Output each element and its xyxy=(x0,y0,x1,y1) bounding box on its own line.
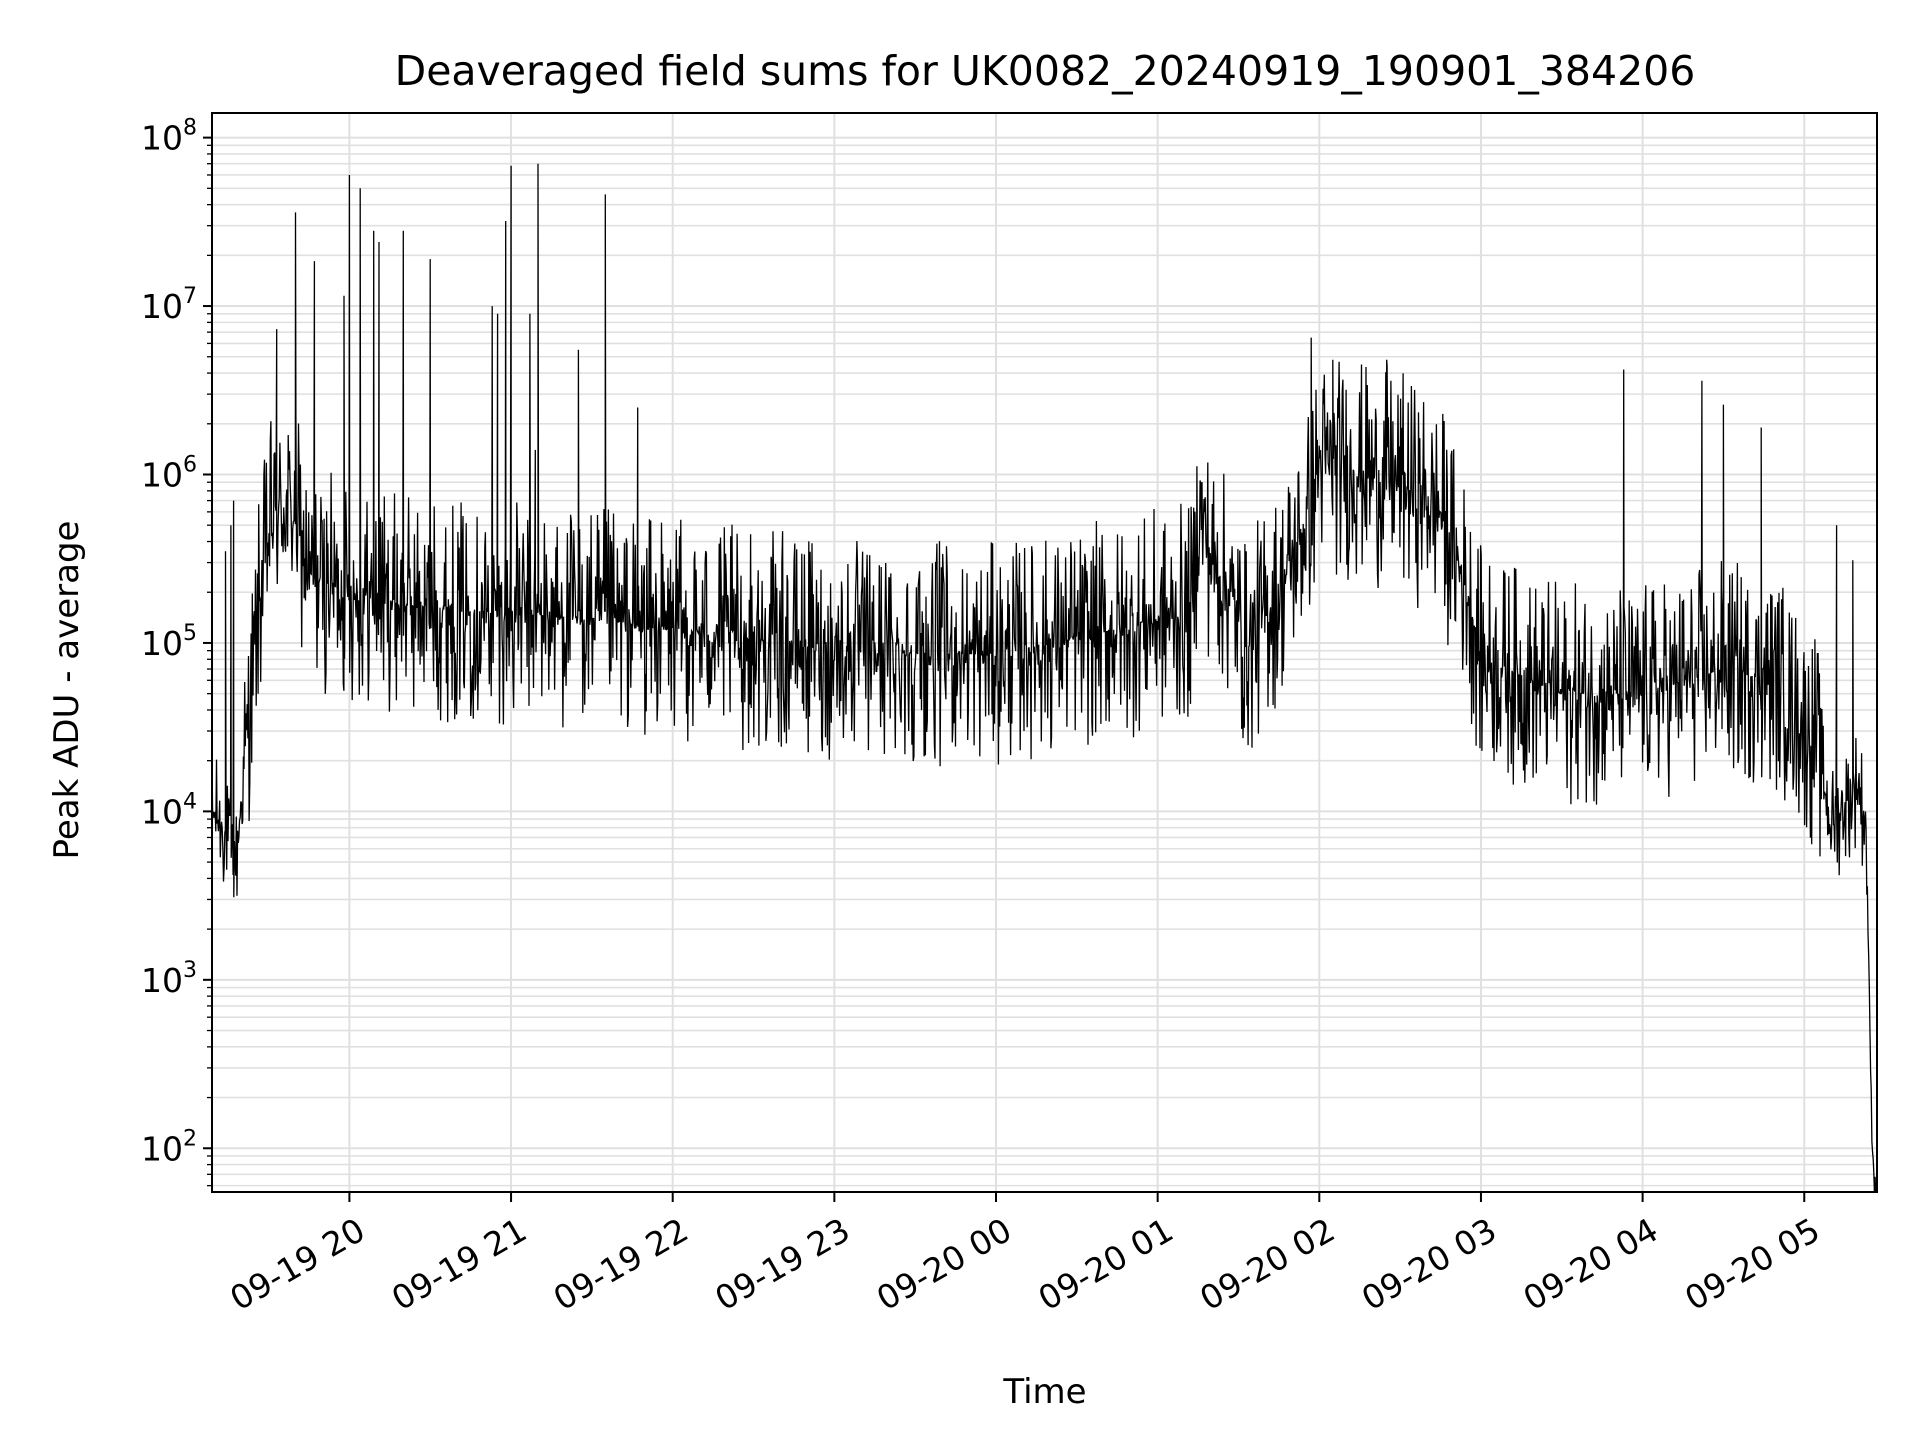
y-tick-label-exponent: 7 xyxy=(183,284,197,309)
y-axis-label: Peak ADU - average xyxy=(47,521,87,860)
plot-frame xyxy=(211,112,1878,1193)
y-tick-label-exponent: 6 xyxy=(183,452,197,477)
y-tick-label-exponent: 2 xyxy=(183,1126,197,1151)
y-tick-label-exponent: 3 xyxy=(183,958,197,983)
y-tick-label: 104 xyxy=(141,789,197,831)
y-tick-label-base: 10 xyxy=(141,1129,183,1168)
y-tick-label: 102 xyxy=(141,1126,197,1168)
y-tick-label-base: 10 xyxy=(141,961,183,1000)
grid-major xyxy=(212,113,1877,1192)
y-tick-label: 108 xyxy=(141,116,197,158)
grid-minor xyxy=(212,144,1877,1187)
chart-title: Deaveraged field sums for UK0082_2024091… xyxy=(395,47,1696,95)
y-tick-label: 107 xyxy=(141,284,197,326)
series-peak-adu xyxy=(211,163,1878,1193)
y-tick-label-base: 10 xyxy=(141,287,183,326)
y-tick-label: 103 xyxy=(141,958,197,1000)
x-axis-label: Time xyxy=(1002,1372,1086,1412)
y-tick-label: 105 xyxy=(141,621,197,663)
y-tick-label-exponent: 4 xyxy=(183,789,197,814)
y-tick-label-base: 10 xyxy=(141,792,183,831)
series-line xyxy=(211,163,1878,1193)
y-tick-label-exponent: 8 xyxy=(183,116,197,141)
y-tick-label-base: 10 xyxy=(141,119,183,158)
y-tick-label-base: 10 xyxy=(141,455,183,494)
y-tick-label-exponent: 5 xyxy=(183,621,197,646)
y-tick-label: 106 xyxy=(141,452,197,494)
y-tick-label-base: 10 xyxy=(141,624,183,663)
